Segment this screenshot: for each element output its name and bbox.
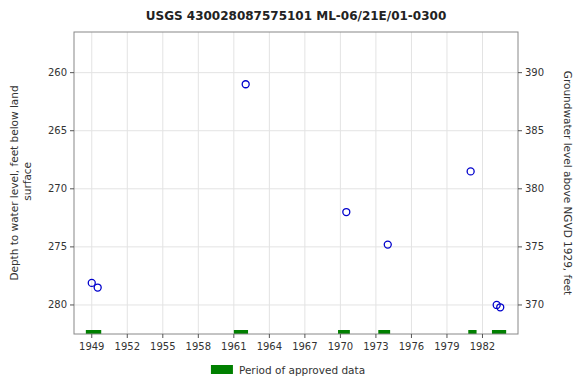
data-point [467,168,474,175]
title: USGS 430028087575101 ML-06/21E/01-0300 [146,9,447,23]
data-group [86,81,506,334]
x-tick [375,334,376,338]
x-tick-label: 1970 [328,341,353,352]
y-axis-label-line: surface [21,162,33,204]
grid-line-y [74,130,518,131]
y2-tick [518,72,522,73]
grid-line-x [446,32,447,334]
x-tick-label: 1952 [115,341,140,352]
grid-line-y [74,188,518,189]
x-tick-label: 1949 [79,341,104,352]
x-tick [340,334,341,338]
grid-line-x [91,32,92,334]
x-tick [233,334,234,338]
grid-line-x [162,32,163,334]
chart: 1949 1952 1955 1958 1961 1964 1967 1970 1973 1976… [0,0,576,384]
y-tick [70,246,74,247]
y-tick-label: 280 [48,299,67,310]
y2-tick-label: 385 [525,125,544,136]
x-tick-label: 1979 [434,341,459,352]
x-tick-label: 1958 [186,341,211,352]
approved-span [234,330,248,334]
grid-line-x [375,32,376,334]
y-tick [70,72,74,73]
x-tick-label: 1964 [257,341,282,352]
x-tick [91,334,92,338]
grid-line-x [411,32,412,334]
grid-line-y [74,72,518,73]
approved-span [378,330,390,334]
x-tick-label: 1961 [221,341,246,352]
approved-span [86,330,101,334]
grid-line-y [74,246,518,247]
y2-tick-label: 390 [525,67,544,78]
y2-tick [518,304,522,305]
y2-tick [518,130,522,131]
legend-swatch [211,365,233,374]
y-tick-label: 265 [48,125,67,136]
y2-axis-label: Groundwater level above NGVD 1929, feet [562,71,574,295]
data-point [343,209,350,216]
y2-tick [518,246,522,247]
legend-label: Period of approved data [239,364,365,376]
grid-line-x [233,32,234,334]
y2-tick-label: 370 [525,299,544,310]
x-tick-label: 1967 [292,341,317,352]
y-tick [70,304,74,305]
x-tick [304,334,305,338]
y-axis-label-line: Depth to water level, feet below land [8,85,20,280]
y-axis-label: Depth to water level, feet below land su… [8,85,33,280]
x-tick [127,334,128,338]
plot-background [74,32,518,334]
y2-tick [518,188,522,189]
grid-line-y [74,304,518,305]
x-tick-label: 1982 [470,341,495,352]
grid-line-x [127,32,128,334]
y-tick-label: 270 [48,183,67,194]
grid-line-x [482,32,483,334]
x-tick [198,334,199,338]
grid-line-x [304,32,305,334]
plot-frame [74,32,518,334]
x-tick-label: 1976 [399,341,424,352]
grid-line-x [340,32,341,334]
approved-span [338,330,350,334]
x-tick [482,334,483,338]
x-tick [269,334,270,338]
y2-tick-label: 375 [525,241,544,252]
x-tick [446,334,447,338]
data-point [94,284,101,291]
data-point [242,81,249,88]
legend: Period of approved data [211,364,365,376]
approved-span [468,330,476,334]
grid [74,32,518,334]
y-tick-label: 275 [48,241,67,252]
x-tick [411,334,412,338]
approved-span [492,330,506,334]
x-tick-label: 1955 [150,341,175,352]
y2-tick-label: 380 [525,183,544,194]
data-point [384,241,391,248]
y-tick-label: 260 [48,67,67,78]
grid-line-x [269,32,270,334]
y-tick [70,130,74,131]
y-tick [70,188,74,189]
data-point [497,304,504,311]
x-tick-label: 1973 [363,341,388,352]
grid-line-x [198,32,199,334]
x-tick [162,334,163,338]
